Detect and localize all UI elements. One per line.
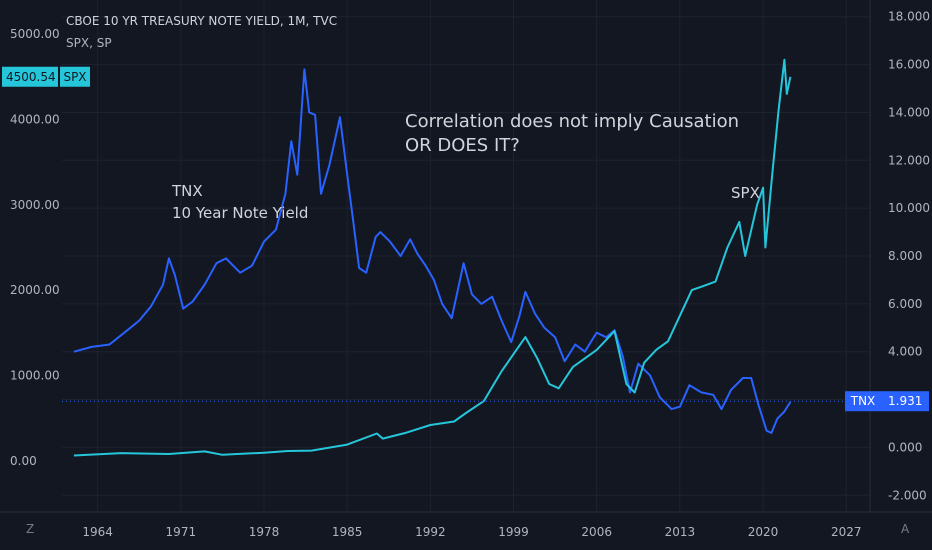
- x-tick-label: 2027: [831, 525, 862, 539]
- zoom-icon[interactable]: Z: [26, 522, 35, 536]
- x-tick-label: 1992: [415, 525, 446, 539]
- right-tick-label: 10.000: [888, 201, 930, 215]
- x-tick-label: 1971: [166, 525, 197, 539]
- right-tick-label: 18.000: [888, 10, 930, 24]
- spx-annotation: SPX: [731, 184, 760, 202]
- right-tick-label: 14.000: [888, 105, 930, 119]
- x-tick-label: 2013: [665, 525, 696, 539]
- grid: [62, 0, 870, 512]
- x-tick-label: 2020: [748, 525, 779, 539]
- chart-subtitle: SPX, SP: [66, 36, 112, 50]
- right-tick-label: 16.000: [888, 58, 930, 72]
- chart-title: CBOE 10 YR TREASURY NOTE YIELD, 1M, TVC: [66, 14, 338, 28]
- tnx-name-label: TNX: [850, 394, 876, 408]
- x-tick-label: 1985: [332, 525, 363, 539]
- x-tick-label: 1964: [82, 525, 113, 539]
- tnx-value-label: 1.931: [888, 394, 922, 408]
- left-tick-label: 2000.00: [10, 283, 60, 297]
- spx-value-label: 4500.54: [6, 70, 56, 84]
- series-line-tnx: [73, 68, 792, 434]
- left-tick-label: 5000.00: [10, 27, 60, 41]
- right-tick-label: 6.000: [888, 297, 922, 311]
- spx-name-label: SPX: [63, 70, 86, 84]
- tnx-annotation-title: TNX: [172, 182, 203, 200]
- right-tick-label: 8.000: [888, 249, 922, 263]
- auto-scale-icon[interactable]: A: [901, 522, 910, 536]
- x-tick-label: 2006: [581, 525, 612, 539]
- right-tick-label: 0.000: [888, 440, 922, 454]
- headline-line-1: Correlation does not imply Causation: [405, 111, 740, 132]
- tnx-value-tag: [881, 391, 929, 412]
- right-tick-label: 12.000: [888, 153, 930, 167]
- left-tick-label: 3000.00: [10, 198, 60, 212]
- left-tick-label: 0.00: [10, 454, 37, 468]
- right-tick-label: -2.000: [888, 488, 927, 502]
- x-tick-label: 1978: [249, 525, 280, 539]
- tnx-annotation-desc: 10 Year Note Yield: [172, 204, 309, 222]
- plot-area: [62, 58, 845, 457]
- spx-value-tag: [2, 66, 58, 87]
- spx-name-tag: [60, 66, 90, 87]
- series-line-spx: [73, 58, 792, 457]
- headline-line-2: OR DOES IT?: [405, 135, 520, 156]
- tnx-name-tag: [845, 391, 881, 412]
- right-tick-label: 4.000: [888, 345, 922, 359]
- left-tick-label: 1000.00: [10, 368, 60, 382]
- x-tick-label: 1999: [498, 525, 529, 539]
- left-tick-label: 4000.00: [10, 112, 60, 126]
